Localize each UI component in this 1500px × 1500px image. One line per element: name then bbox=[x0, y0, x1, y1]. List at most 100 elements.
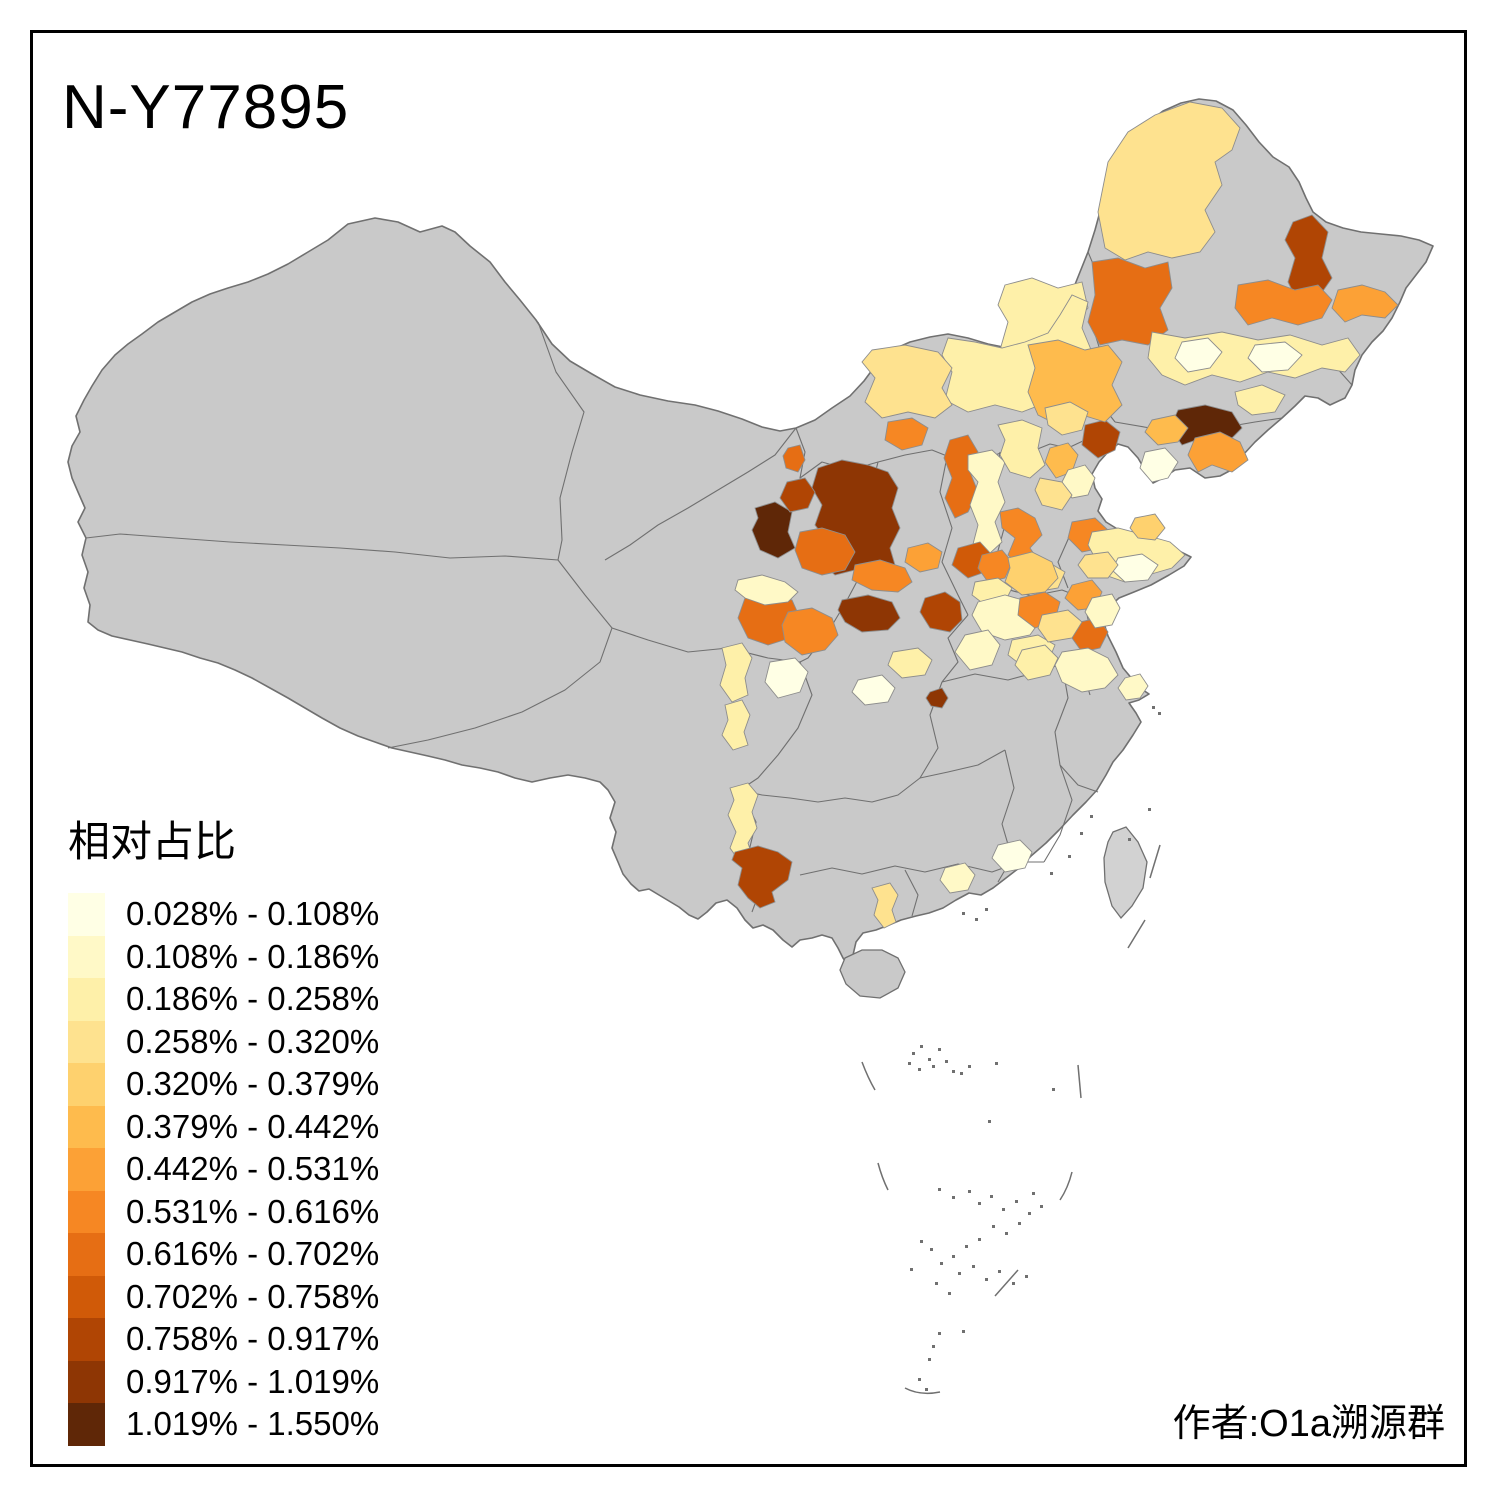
island-speck bbox=[1012, 1282, 1015, 1285]
legend-item: 0.616% - 0.702% bbox=[68, 1233, 379, 1276]
maritime-dash-lines bbox=[861, 844, 1161, 1395]
map-region bbox=[1087, 257, 1173, 346]
prefecture-regions bbox=[719, 101, 1399, 929]
island-speck bbox=[960, 1072, 963, 1075]
island-speck bbox=[945, 1060, 948, 1063]
island-speck bbox=[928, 1358, 931, 1361]
island-speck bbox=[910, 1268, 913, 1271]
island-speck bbox=[938, 1332, 941, 1335]
legend-swatch bbox=[68, 1148, 105, 1191]
legend-title: 相对占比 bbox=[68, 818, 237, 865]
island-speck bbox=[1005, 1232, 1008, 1235]
legend-item: 0.320% - 0.379% bbox=[68, 1063, 379, 1106]
map-region bbox=[919, 591, 963, 633]
legend-label: 0.258% - 0.320% bbox=[126, 1022, 380, 1060]
island-speck bbox=[938, 1048, 941, 1051]
island-speck bbox=[1018, 1222, 1021, 1225]
legend-swatch bbox=[68, 1318, 105, 1361]
legend-item: 0.531% - 0.616% bbox=[68, 1190, 380, 1233]
legend-swatch bbox=[68, 1233, 105, 1276]
legend-swatch bbox=[68, 1063, 105, 1106]
legend: 相对占比 0.028% - 0.108% 0.108% - 0.186% 0.186… bbox=[68, 808, 379, 1446]
island-speck bbox=[952, 1196, 955, 1199]
legend-item: 0.028% - 0.108% bbox=[68, 893, 379, 936]
taiwan-island bbox=[1103, 826, 1148, 920]
legend-item: 0.442% - 0.531% bbox=[68, 1148, 379, 1191]
island-speck bbox=[1148, 808, 1151, 811]
legend-label: 0.186% - 0.258% bbox=[126, 980, 380, 1018]
map-region bbox=[1037, 609, 1083, 643]
island-speck bbox=[1002, 1208, 1005, 1211]
legend-item: 1.019% - 1.550% bbox=[68, 1403, 379, 1446]
map-region bbox=[751, 501, 796, 559]
island-speck bbox=[1025, 1275, 1028, 1278]
island-speck bbox=[1032, 1192, 1035, 1195]
map-region bbox=[991, 839, 1033, 873]
map-region bbox=[1077, 551, 1119, 579]
island-speck bbox=[985, 1278, 988, 1281]
island-speck bbox=[968, 1065, 971, 1068]
legend-item: 0.917% - 1.019% bbox=[68, 1360, 379, 1403]
island-speck bbox=[932, 1345, 935, 1348]
map-region bbox=[861, 344, 953, 419]
island-speck bbox=[995, 1062, 998, 1065]
map-region bbox=[721, 699, 751, 751]
island-speck bbox=[1158, 712, 1161, 715]
legend-label: 0.320% - 0.379% bbox=[126, 1065, 380, 1103]
map-region bbox=[1117, 673, 1149, 701]
legend-label: 0.616% - 0.702% bbox=[126, 1235, 380, 1273]
legend-label: 0.108% - 0.186% bbox=[126, 937, 380, 975]
map-region bbox=[1331, 284, 1399, 323]
map-region bbox=[1014, 644, 1059, 681]
map-region bbox=[1139, 447, 1179, 483]
legend-item: 0.702% - 0.758% bbox=[68, 1275, 379, 1318]
island-speck bbox=[1052, 1088, 1055, 1091]
map-region bbox=[1174, 337, 1223, 373]
map-region bbox=[967, 449, 1006, 556]
legend-swatch bbox=[68, 893, 105, 936]
island-speck bbox=[990, 1195, 993, 1198]
maritime-dash bbox=[1149, 844, 1161, 879]
attribution: 作者:O1a溯源群 bbox=[1172, 1403, 1445, 1445]
map-region bbox=[719, 642, 753, 703]
legend-swatch bbox=[68, 978, 105, 1021]
island-speck bbox=[940, 1262, 943, 1265]
island-speck bbox=[948, 1292, 951, 1295]
map-region bbox=[1027, 339, 1123, 426]
map-region bbox=[904, 542, 943, 573]
legend-item: 0.258% - 0.320% bbox=[68, 1020, 380, 1063]
hainan-island bbox=[839, 949, 906, 999]
legend-label: 0.531% - 0.616% bbox=[126, 1192, 380, 1230]
maritime-dash bbox=[877, 1162, 889, 1191]
legend-item: 0.379% - 0.442% bbox=[68, 1105, 380, 1148]
map-region bbox=[1234, 384, 1286, 416]
map-region bbox=[1097, 101, 1241, 261]
island-speck bbox=[962, 912, 965, 915]
legend-item: 0.108% - 0.186% bbox=[68, 935, 380, 978]
maritime-dash bbox=[1059, 1171, 1073, 1201]
island-speck bbox=[938, 1188, 941, 1191]
map-region bbox=[781, 607, 839, 656]
map-region bbox=[779, 477, 816, 513]
maritime-dash bbox=[1127, 919, 1146, 949]
legend-item: 0.186% - 0.258% bbox=[68, 978, 379, 1021]
island-speck bbox=[998, 1270, 1001, 1273]
island-speck bbox=[935, 1282, 938, 1285]
page-title: N-Y77895 bbox=[62, 73, 350, 142]
legend-label: 0.442% - 0.531% bbox=[126, 1150, 380, 1188]
island-speck bbox=[1015, 1200, 1018, 1203]
island-speck bbox=[952, 1070, 955, 1073]
sea-island-specks bbox=[908, 706, 1161, 1391]
map-region bbox=[871, 882, 899, 929]
island-speck bbox=[965, 1245, 968, 1248]
legend-label: 0.379% - 0.442% bbox=[126, 1107, 380, 1145]
map-region bbox=[1044, 401, 1089, 436]
map-region bbox=[734, 574, 799, 606]
island-speck bbox=[1068, 855, 1071, 858]
legend-swatch bbox=[68, 1105, 105, 1148]
island-speck bbox=[975, 918, 978, 921]
island-speck bbox=[912, 1052, 915, 1055]
island-speck bbox=[992, 1225, 995, 1228]
island-speck bbox=[1128, 838, 1131, 841]
